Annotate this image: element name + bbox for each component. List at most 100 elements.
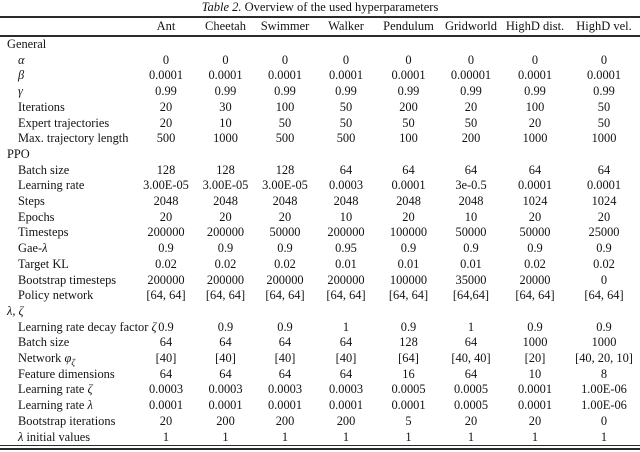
column-header: Cheetah: [205, 19, 246, 33]
cell-value: 64: [339, 335, 353, 350]
cell-value: 0.9: [463, 241, 479, 256]
cell-value: 0.99: [214, 84, 237, 99]
table-row: Network φζ [40] [40] [40] [40] [64] [40, 40] [2…: [0, 351, 640, 367]
cell-value: 20: [159, 209, 173, 224]
cell-value: 0.01: [335, 256, 357, 271]
cell-value: [64,64]: [452, 288, 490, 303]
cell-value: 64: [402, 162, 415, 177]
table-row: Learning rate decay factor ζ 0.9 0.9 0.9 1 0.…: [0, 320, 640, 336]
row-label: Learning rate λ: [0, 398, 136, 414]
row-label: Expert trajectories: [0, 116, 136, 132]
cell-value: 500: [275, 131, 295, 146]
hyperparameters-table: Ant Cheetah Swimmer Walker Pendulum Gridworld…: [0, 16, 640, 445]
cell-value: 100000: [389, 225, 428, 240]
greek-symbol: β: [18, 68, 25, 83]
cell-value: 200: [461, 131, 481, 146]
cell-value: 0: [600, 272, 608, 287]
cell-value: 0: [531, 52, 539, 67]
cell-value: 100000: [389, 272, 428, 287]
label-text: Gae-: [18, 241, 43, 256]
cell-value: 0.0003: [267, 382, 303, 397]
cell-value: 1: [531, 429, 539, 444]
cell-value: 200000: [206, 272, 245, 287]
cell-value: 1: [405, 429, 412, 444]
cell-value: 1: [467, 319, 475, 334]
cell-value: 10: [339, 209, 353, 224]
cell-value: 0.0001: [148, 398, 184, 413]
cell-value: 0.0005: [453, 382, 489, 397]
cell-value: 1: [467, 429, 475, 444]
cell-value: 0.9: [158, 319, 174, 334]
cell-value: 0.0001: [267, 68, 303, 83]
label-text: Bootstrap timesteps: [18, 272, 117, 287]
cell-value: 0.9: [596, 319, 612, 334]
cell-value: 50: [597, 115, 611, 130]
cell-value: 1000: [591, 335, 617, 350]
cell-value: 200000: [266, 272, 304, 287]
cell-value: 0.9: [400, 241, 417, 256]
table-row: Steps 2048 2048 2048 2048 2048 2048 1024 1024: [0, 194, 640, 210]
cell-value: [40]: [155, 351, 177, 366]
cell-value: 500: [336, 131, 356, 146]
column-header: Swimmer: [260, 19, 310, 33]
cell-value: 0.02: [274, 256, 296, 271]
cell-value: 0.99: [335, 84, 357, 99]
cell-value: 0.99: [460, 84, 482, 99]
cell-value: 0.99: [274, 84, 296, 99]
cell-value: 200000: [147, 272, 185, 287]
cell-value: 64: [159, 335, 173, 350]
table-row: Max. trajectory length 500 1000 500 500 100 20…: [0, 131, 640, 147]
cell-value: 0.0001: [586, 68, 622, 83]
label-text: Iterations: [18, 99, 65, 114]
row-label: Network φζ: [0, 351, 136, 367]
cell-value: 20: [278, 209, 292, 224]
table-row: Batch size 64 64 64 64 128 64 1000 1000: [0, 335, 640, 351]
row-label: Iterations: [0, 100, 136, 116]
cell-value: [64, 64]: [146, 288, 186, 303]
cell-value: 100: [399, 131, 418, 146]
cell-value: 10: [464, 209, 478, 224]
cell-value: [64, 64]: [326, 288, 366, 303]
cell-value: 64: [464, 162, 478, 177]
cell-value: 0.9: [596, 241, 612, 256]
cell-value: 50000: [455, 225, 487, 240]
cell-value: 64: [339, 162, 353, 177]
cell-value: 64: [464, 366, 478, 381]
table-row: Timesteps 200000 200000 50000 200000 100000 50…: [0, 225, 640, 241]
section-row: λ, ζ: [0, 304, 640, 320]
cell-value: 64: [278, 366, 292, 381]
cell-value: 0: [342, 52, 350, 67]
greek-symbol: ζ: [151, 319, 157, 334]
cell-value: 128: [156, 162, 176, 177]
row-label: Timesteps: [0, 225, 136, 241]
cell-value: 0.9: [217, 319, 234, 334]
cell-value: 0.0001: [517, 68, 553, 83]
cell-value: 0.0001: [208, 398, 243, 413]
cell-value: [64]: [398, 351, 419, 366]
greek-symbol: λ, ζ: [7, 303, 24, 318]
cell-value: [64, 64]: [515, 288, 555, 303]
cell-value: 3.00E-05: [202, 178, 249, 193]
cell-value: 64: [219, 366, 232, 381]
label-text: Batch size: [18, 162, 70, 177]
label-text: Learning rate decay factor: [18, 319, 152, 334]
row-label: Learning rate decay factor ζ: [0, 320, 156, 336]
column-header: Ant: [156, 19, 176, 33]
greek-symbol: γ: [18, 84, 23, 99]
cell-value: 0.0001: [391, 178, 426, 193]
column-header: Walker: [328, 19, 364, 33]
cell-value: 0.0003: [328, 382, 364, 397]
cell-value: 20: [464, 413, 478, 428]
cell-value: 0.9: [217, 241, 234, 256]
label-text: Epochs: [18, 209, 55, 224]
cell-value: 5: [405, 413, 412, 428]
cell-value: 1.00E-06: [581, 382, 627, 397]
label-text: Learning rate: [18, 398, 88, 413]
cell-value: 1: [281, 429, 289, 444]
cell-value: 20: [464, 99, 478, 114]
cell-value: 0.9: [277, 319, 293, 334]
cell-value: 10: [528, 366, 542, 381]
row-label: Bootstrap timesteps: [0, 273, 136, 289]
cell-value: [40]: [215, 351, 236, 366]
label-text: Max. trajectory length: [18, 131, 129, 146]
